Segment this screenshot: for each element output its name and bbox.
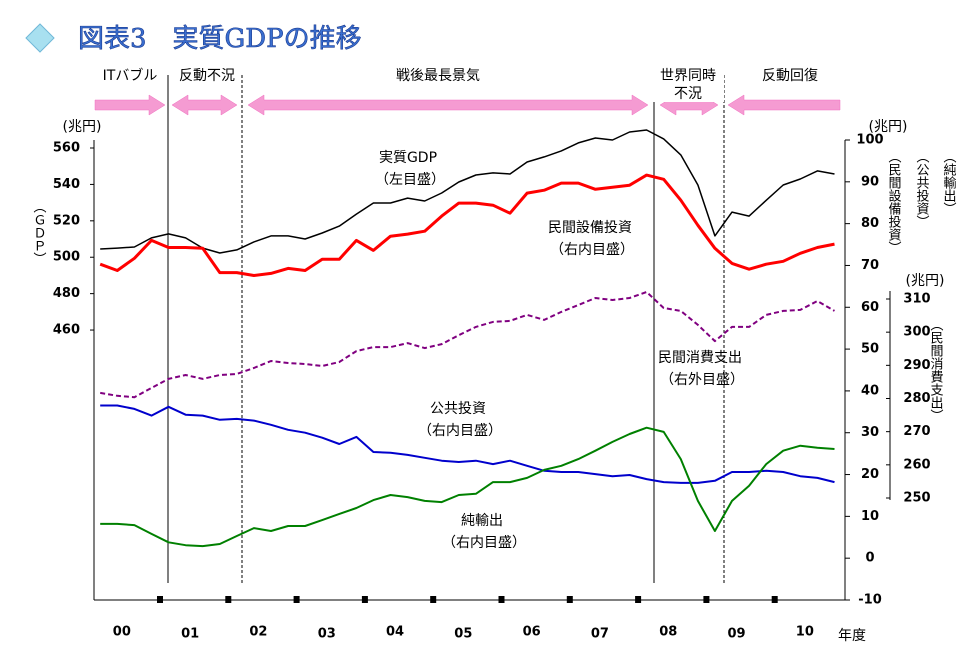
y2-tick-label: 40 bbox=[861, 383, 879, 398]
y2-tick-label: 70 bbox=[861, 258, 879, 273]
y-tick-label: 560 bbox=[53, 141, 80, 156]
series-line bbox=[100, 426, 835, 548]
y2-tick-label: -10 bbox=[858, 593, 882, 608]
label-bg bbox=[652, 66, 724, 84]
x-tick-label: 04 bbox=[386, 625, 404, 640]
period-label: 反動不況 bbox=[179, 68, 235, 84]
y3-tick-label: 290 bbox=[903, 358, 930, 373]
x-tick bbox=[566, 596, 573, 603]
series-name: 公共投資 bbox=[430, 401, 486, 417]
y2-label: （純輸出） bbox=[941, 150, 957, 215]
series-name: 実質GDP bbox=[379, 150, 437, 166]
y2-tick-label: 90 bbox=[861, 174, 879, 189]
x-tick bbox=[225, 596, 232, 603]
y3-tick-label: 270 bbox=[903, 424, 930, 439]
x-tick-label: 02 bbox=[249, 625, 267, 640]
y3-tick-label: 260 bbox=[903, 457, 930, 472]
series-name: 純輸出 bbox=[461, 513, 503, 529]
x-tick bbox=[498, 596, 505, 603]
label-bg bbox=[652, 84, 724, 102]
x-tick-label: 05 bbox=[454, 627, 472, 642]
y3-tick-label: 280 bbox=[903, 391, 930, 406]
x-tick-label: 06 bbox=[523, 625, 541, 640]
period-separators bbox=[167, 75, 725, 583]
y2-tick-label: 30 bbox=[861, 425, 879, 440]
series-note: （右内目盛） bbox=[550, 242, 634, 258]
y-tick-label: 500 bbox=[53, 250, 80, 265]
y2-label: （民間設備投資） bbox=[886, 150, 902, 254]
x-tick bbox=[361, 596, 368, 603]
y2-tick-label: 80 bbox=[861, 216, 879, 231]
x-tick bbox=[703, 596, 710, 603]
series-line bbox=[100, 291, 836, 399]
y-label: （ＧＤＰ） bbox=[31, 200, 47, 265]
x-tick bbox=[771, 596, 778, 603]
y3-unit: (兆円) bbox=[906, 273, 945, 289]
x-tick-label: 00 bbox=[113, 625, 131, 640]
series-name: 民間設備投資 bbox=[548, 220, 632, 236]
x-tick-label: 01 bbox=[181, 627, 199, 642]
period-arrow bbox=[94, 94, 166, 116]
x-tick-label: 07 bbox=[591, 627, 609, 642]
series-line bbox=[100, 129, 835, 254]
period-label: 反動回復 bbox=[762, 67, 818, 84]
x-tick-label: 10 bbox=[796, 625, 814, 640]
series-name: 民間消費支出 bbox=[658, 350, 742, 366]
y-tick-label: 520 bbox=[53, 213, 80, 228]
y2-tick-label: 50 bbox=[861, 342, 879, 357]
series-line bbox=[99, 173, 835, 277]
series-note: （右内目盛） bbox=[442, 535, 526, 551]
y2-tick-label: 20 bbox=[861, 467, 879, 482]
title-icon bbox=[25, 23, 55, 53]
x-axis-label: 年度 bbox=[838, 628, 866, 644]
y-tick-label: 540 bbox=[53, 177, 80, 192]
x-tick bbox=[635, 596, 642, 603]
y-tick-label: 460 bbox=[53, 323, 80, 338]
y2-unit: (兆円) bbox=[869, 119, 908, 135]
period-label: 世界同時 bbox=[660, 68, 716, 84]
period-label: 戦後最長景気 bbox=[396, 68, 480, 84]
y-tick-label: 480 bbox=[53, 286, 80, 301]
series-note: （右内目盛） bbox=[418, 423, 502, 439]
y2-tick-label: 0 bbox=[865, 551, 874, 566]
y3-label: （民間消費支出） bbox=[928, 318, 944, 422]
x-tick-label: 09 bbox=[728, 627, 746, 642]
period-arrow bbox=[171, 94, 238, 116]
y2-label: （公共投資） bbox=[914, 150, 930, 228]
x-tick-label: 08 bbox=[659, 625, 677, 640]
y3-tick-label: 250 bbox=[903, 491, 930, 506]
y2-tick-label: 60 bbox=[861, 300, 879, 315]
period-label: 不況 bbox=[674, 86, 702, 102]
x-tick-label: 03 bbox=[318, 627, 336, 642]
x-tick bbox=[293, 596, 300, 603]
period-arrow bbox=[247, 94, 649, 116]
y3-tick-label: 300 bbox=[903, 325, 930, 340]
x-tick bbox=[157, 596, 163, 603]
chart-title: 図表3 実質GDPの推移 bbox=[78, 24, 362, 54]
series-note: （右外目盛） bbox=[660, 372, 744, 388]
period-arrow bbox=[727, 94, 841, 116]
x-tick bbox=[430, 596, 437, 603]
y-unit: (兆円) bbox=[63, 119, 102, 135]
y3-tick-label: 310 bbox=[903, 292, 930, 307]
y2-tick-label: 100 bbox=[856, 133, 883, 148]
series-note: （左目盛） bbox=[375, 172, 445, 188]
y2-tick-label: 10 bbox=[861, 509, 879, 524]
series-line bbox=[100, 404, 835, 484]
period-label: ITバブル bbox=[103, 67, 158, 84]
